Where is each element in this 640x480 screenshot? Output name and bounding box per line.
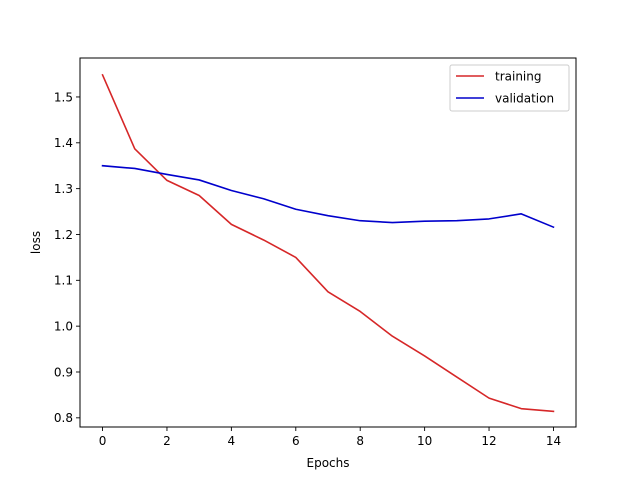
y-tick-label: 1.1 [54, 274, 73, 288]
y-tick-label: 1.2 [54, 228, 73, 242]
x-tick-label: 8 [356, 434, 364, 448]
x-tick-label: 14 [546, 434, 561, 448]
plot-area [101, 73, 555, 413]
x-tick-label: 2 [163, 434, 171, 448]
y-axis-label: loss [29, 231, 43, 254]
y-tick-label: 1.5 [54, 90, 73, 104]
legend: training validation [449, 64, 570, 112]
series-line-validation [101, 164, 555, 229]
x-tick-label: 0 [99, 434, 107, 448]
x-tick-label: 10 [417, 434, 432, 448]
series-line-training [101, 73, 555, 413]
y-tick-label: 1.3 [54, 182, 73, 196]
x-tick-label: 12 [481, 434, 496, 448]
legend-label-validation: validation [495, 91, 554, 105]
y-tick-label: 1.0 [54, 319, 73, 333]
y-tick-label: 1.4 [54, 136, 73, 150]
x-tick-label: 4 [228, 434, 236, 448]
y-axis: 0.8 0.9 1.0 1.1 1.2 1.3 1.4 1.5 [54, 90, 80, 425]
x-axis: 0 2 4 6 8 10 12 14 [99, 427, 561, 448]
y-tick-label: 0.8 [54, 411, 73, 425]
x-axis-label: Epochs [307, 456, 350, 470]
y-tick-label: 0.9 [54, 365, 73, 379]
plot-frame [79, 57, 577, 428]
x-tick-label: 6 [292, 434, 300, 448]
legend-label-training: training [495, 69, 542, 83]
